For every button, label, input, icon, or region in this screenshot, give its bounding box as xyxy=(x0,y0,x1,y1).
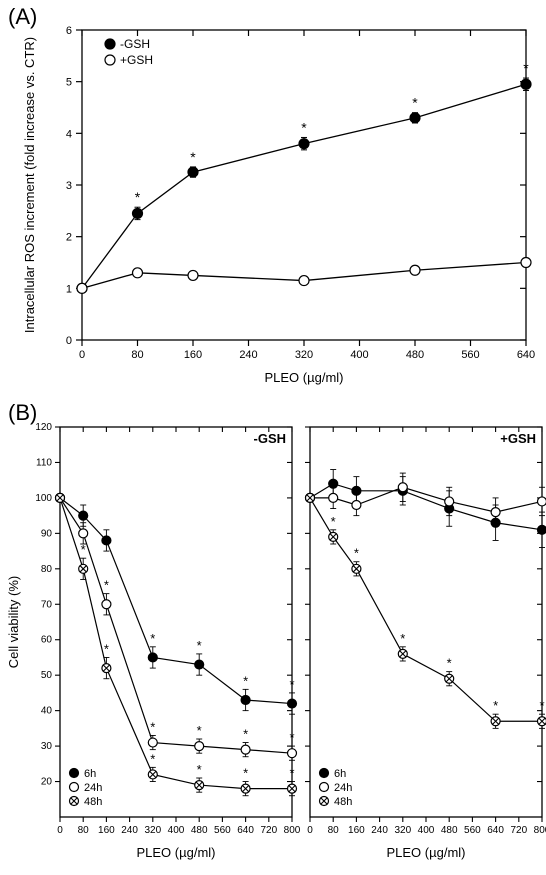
svg-text:-GSH: -GSH xyxy=(254,431,287,446)
svg-text:5: 5 xyxy=(66,77,72,89)
svg-text:6h: 6h xyxy=(84,768,96,780)
svg-text:*: * xyxy=(150,719,155,734)
svg-text:*: * xyxy=(150,631,155,646)
svg-text:*: * xyxy=(447,656,452,671)
svg-text:240: 240 xyxy=(239,349,257,361)
svg-text:80: 80 xyxy=(131,349,143,361)
svg-text:80: 80 xyxy=(78,825,90,836)
svg-text:60: 60 xyxy=(41,635,53,646)
svg-text:*: * xyxy=(354,546,359,561)
svg-text:400: 400 xyxy=(168,825,185,836)
svg-text:*: * xyxy=(81,542,86,557)
svg-text:Intracellular ROS increment (f: Intracellular ROS increment (fold increa… xyxy=(22,37,37,333)
panel-b-label: (B) xyxy=(8,400,37,426)
svg-text:90: 90 xyxy=(41,528,53,539)
svg-text:*: * xyxy=(190,149,196,165)
svg-text:160: 160 xyxy=(98,825,115,836)
svg-text:*: * xyxy=(197,638,202,653)
panel-a-chart: 0 80 160 240 320 400 480 560 640 0 1 2 3 4 5 6 PLEO (µg/… xyxy=(0,0,546,395)
figure-container: (A) 0801602403204004805606400123456PLEO … xyxy=(0,0,546,875)
svg-text:48h: 48h xyxy=(84,796,102,808)
panel-a-label: (A) xyxy=(8,4,37,30)
svg-text:800: 800 xyxy=(534,825,546,836)
svg-text:20: 20 xyxy=(41,777,53,788)
svg-text:*: * xyxy=(135,189,141,205)
svg-text:320: 320 xyxy=(394,825,411,836)
svg-text:50: 50 xyxy=(41,670,53,681)
svg-text:*: * xyxy=(104,578,109,593)
svg-text:1: 1 xyxy=(66,283,72,295)
svg-text:*: * xyxy=(412,95,418,111)
svg-text:*: * xyxy=(104,641,109,656)
svg-text:0: 0 xyxy=(66,335,72,347)
svg-text:400: 400 xyxy=(350,349,368,361)
svg-text:640: 640 xyxy=(237,825,254,836)
svg-text:100: 100 xyxy=(35,493,52,504)
svg-text:6h: 6h xyxy=(334,768,346,780)
svg-text:480: 480 xyxy=(191,825,208,836)
svg-text:320: 320 xyxy=(144,825,161,836)
svg-text:*: * xyxy=(539,698,544,713)
svg-text:320: 320 xyxy=(295,349,313,361)
panel-b-chart: Cell viability (%)0801602403204004805606… xyxy=(0,395,546,875)
svg-text:560: 560 xyxy=(461,349,479,361)
svg-text:6: 6 xyxy=(66,25,72,37)
svg-text:240: 240 xyxy=(371,825,388,836)
svg-text:*: * xyxy=(493,698,498,713)
svg-text:*: * xyxy=(243,673,248,688)
svg-text:*: * xyxy=(197,723,202,738)
svg-text:*: * xyxy=(523,60,529,76)
svg-text:240: 240 xyxy=(121,825,138,836)
svg-text:400: 400 xyxy=(418,825,435,836)
svg-text:Cell viability (%): Cell viability (%) xyxy=(6,576,21,668)
svg-text:720: 720 xyxy=(260,825,277,836)
svg-text:*: * xyxy=(243,727,248,742)
svg-text:*: * xyxy=(289,766,294,781)
svg-text:640: 640 xyxy=(487,825,504,836)
svg-text:4: 4 xyxy=(66,128,72,140)
svg-text:160: 160 xyxy=(184,349,202,361)
svg-text:24h: 24h xyxy=(334,782,352,794)
svg-text:120: 120 xyxy=(35,422,52,433)
svg-text:800: 800 xyxy=(284,825,301,836)
svg-text:560: 560 xyxy=(214,825,231,836)
svg-text:*: * xyxy=(331,514,336,529)
svg-text:+GSH: +GSH xyxy=(500,431,536,446)
svg-text:480: 480 xyxy=(406,349,424,361)
svg-text:0: 0 xyxy=(307,825,313,836)
svg-text:*: * xyxy=(301,119,307,135)
svg-text:480: 480 xyxy=(441,825,458,836)
svg-text:*: * xyxy=(243,766,248,781)
svg-text:110: 110 xyxy=(36,457,52,468)
svg-text:70: 70 xyxy=(41,599,53,610)
svg-text:3: 3 xyxy=(66,180,72,192)
svg-text:0: 0 xyxy=(79,349,85,361)
svg-text:PLEO (µg/ml): PLEO (µg/ml) xyxy=(136,845,215,860)
svg-text:160: 160 xyxy=(348,825,365,836)
svg-text:24h: 24h xyxy=(84,782,102,794)
svg-text:*: * xyxy=(197,762,202,777)
svg-text:*: * xyxy=(150,751,155,766)
svg-text:-GSH: -GSH xyxy=(120,37,150,51)
svg-text:2: 2 xyxy=(66,232,72,244)
svg-text:80: 80 xyxy=(41,564,53,575)
svg-text:48h: 48h xyxy=(334,796,352,808)
svg-text:0: 0 xyxy=(57,825,63,836)
svg-text:*: * xyxy=(400,631,405,646)
svg-text:PLEO (µg/ml): PLEO (µg/ml) xyxy=(264,370,343,385)
svg-text:720: 720 xyxy=(510,825,527,836)
svg-text:+GSH: +GSH xyxy=(120,53,153,67)
svg-text:40: 40 xyxy=(41,706,53,717)
svg-text:*: * xyxy=(289,677,294,692)
svg-text:640: 640 xyxy=(517,349,535,361)
svg-text:80: 80 xyxy=(328,825,340,836)
svg-text:30: 30 xyxy=(41,741,53,752)
svg-text:PLEO (µg/ml): PLEO (µg/ml) xyxy=(386,845,465,860)
svg-text:*: * xyxy=(289,730,294,745)
svg-text:560: 560 xyxy=(464,825,481,836)
